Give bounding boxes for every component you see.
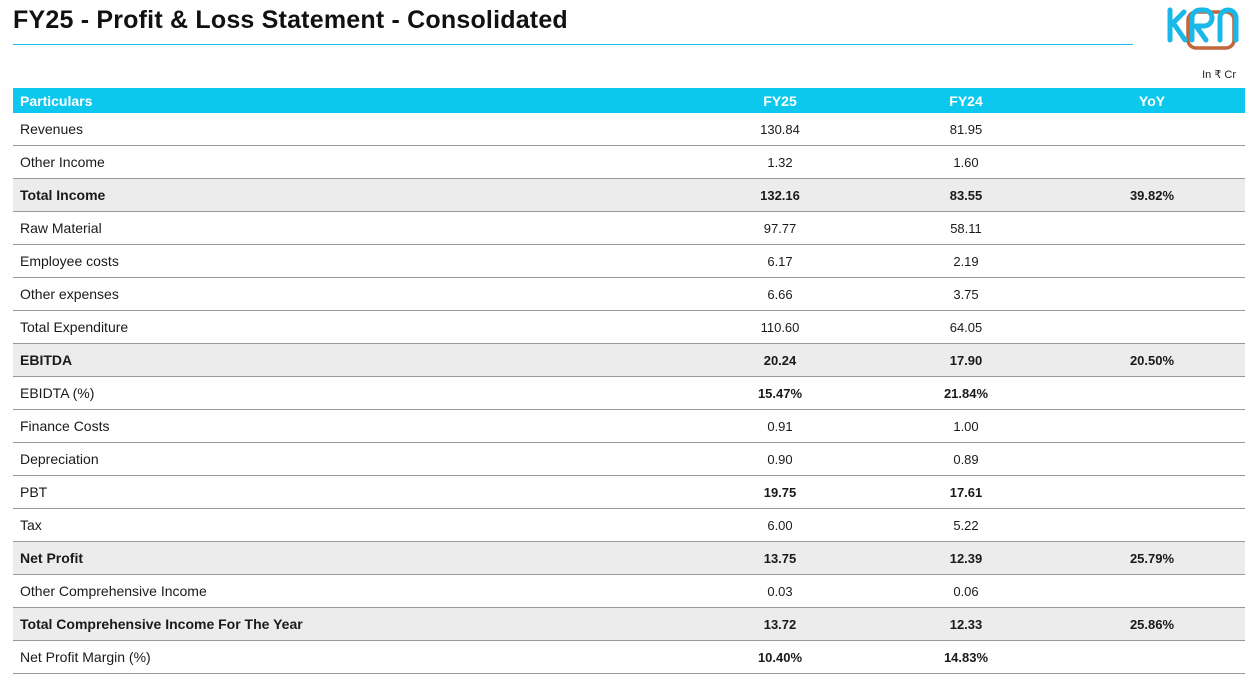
row-label: Total Comprehensive Income For The Year [13, 607, 687, 641]
table-row: EBIDTA (%) 15.47% 21.84% [13, 376, 1245, 410]
fy25-value: 19.75 [687, 475, 873, 509]
table-row: Total Expenditure 110.60 64.05 [13, 310, 1245, 344]
table-row-ebitda: EBITDA 20.24 17.90 20.50% [13, 343, 1245, 377]
fy25-value: 6.00 [687, 508, 873, 542]
fy24-value: 3.75 [873, 277, 1059, 311]
fy24-value: 5.22 [873, 508, 1059, 542]
fy24-value: 81.95 [873, 113, 1059, 146]
fy24-value: 12.33 [873, 607, 1059, 641]
row-label: Revenues [13, 113, 687, 146]
fy24-value: 12.39 [873, 541, 1059, 575]
row-label: Net Profit Margin (%) [13, 640, 687, 674]
table-row: Other Income 1.32 1.60 [13, 145, 1245, 179]
fy25-value: 0.03 [687, 574, 873, 608]
row-label: Total Income [13, 178, 687, 212]
fy25-value: 20.24 [687, 343, 873, 377]
yoy-value: 25.86% [1059, 607, 1245, 641]
fy24-value: 1.60 [873, 145, 1059, 179]
title-divider [13, 44, 1133, 45]
fy24-value: 58.11 [873, 211, 1059, 245]
fy24-value: 14.83% [873, 640, 1059, 674]
row-label: PBT [13, 475, 687, 509]
row-label: Depreciation [13, 442, 687, 476]
fy24-value: 83.55 [873, 178, 1059, 212]
row-label: Employee costs [13, 244, 687, 278]
column-header-yoy: YoY [1059, 88, 1245, 113]
fy25-value: 1.32 [687, 145, 873, 179]
page-title: FY25 - Profit & Loss Statement - Consoli… [13, 6, 568, 34]
fy25-value: 132.16 [687, 178, 873, 212]
yoy-value: 25.79% [1059, 541, 1245, 575]
fy25-value: 0.91 [687, 409, 873, 443]
column-header-fy25: FY25 [687, 88, 873, 113]
table-row: Depreciation 0.90 0.89 [13, 442, 1245, 476]
fy24-value: 2.19 [873, 244, 1059, 278]
fy24-value: 64.05 [873, 310, 1059, 344]
table-row: Raw Material 97.77 58.11 [13, 211, 1245, 245]
table-row: Finance Costs 0.91 1.00 [13, 409, 1245, 443]
profit-loss-table: Particulars FY25 FY24 YoY Revenues 130.8… [13, 88, 1245, 674]
row-label: Other expenses [13, 277, 687, 311]
table-row: Revenues 130.84 81.95 [13, 113, 1245, 146]
fy25-value: 110.60 [687, 310, 873, 344]
krn-logo [1167, 7, 1239, 50]
yoy-value [1059, 310, 1245, 344]
table-row-total-comprehensive-income: Total Comprehensive Income For The Year … [13, 607, 1245, 641]
fy24-value: 21.84% [873, 376, 1059, 410]
yoy-value [1059, 113, 1245, 146]
row-label: Other Comprehensive Income [13, 574, 687, 608]
yoy-value: 39.82% [1059, 178, 1245, 212]
column-header-fy24: FY24 [873, 88, 1059, 113]
row-label: Other Income [13, 145, 687, 179]
fy25-value: 0.90 [687, 442, 873, 476]
row-label: EBITDA [13, 343, 687, 377]
fy25-value: 15.47% [687, 376, 873, 410]
table-row: Tax 6.00 5.22 [13, 508, 1245, 542]
fy24-value: 17.90 [873, 343, 1059, 377]
fy25-value: 6.66 [687, 277, 873, 311]
yoy-value [1059, 574, 1245, 608]
fy24-value: 1.00 [873, 409, 1059, 443]
row-label: Net Profit [13, 541, 687, 575]
row-label: EBIDTA (%) [13, 376, 687, 410]
fy24-value: 17.61 [873, 475, 1059, 509]
table-row: PBT 19.75 17.61 [13, 475, 1245, 509]
table-header-row: Particulars FY25 FY24 YoY [13, 88, 1245, 113]
fy25-value: 130.84 [687, 113, 873, 146]
table-row-total-income: Total Income 132.16 83.55 39.82% [13, 178, 1245, 212]
table-row: Employee costs 6.17 2.19 [13, 244, 1245, 278]
yoy-value [1059, 640, 1245, 674]
table-row: Other Comprehensive Income 0.03 0.06 [13, 574, 1245, 608]
yoy-value [1059, 211, 1245, 245]
row-label: Raw Material [13, 211, 687, 245]
yoy-value [1059, 475, 1245, 509]
fy24-value: 0.89 [873, 442, 1059, 476]
yoy-value [1059, 376, 1245, 410]
table-row: Net Profit Margin (%) 10.40% 14.83% [13, 640, 1245, 674]
fy25-value: 13.75 [687, 541, 873, 575]
fy24-value: 0.06 [873, 574, 1059, 608]
row-label: Total Expenditure [13, 310, 687, 344]
fy25-value: 97.77 [687, 211, 873, 245]
row-label: Tax [13, 508, 687, 542]
units-note: In ₹ Cr [1202, 69, 1236, 81]
column-header-particulars: Particulars [13, 88, 687, 113]
table-row: Other expenses 6.66 3.75 [13, 277, 1245, 311]
yoy-value [1059, 145, 1245, 179]
yoy-value [1059, 244, 1245, 278]
yoy-value [1059, 508, 1245, 542]
yoy-value [1059, 409, 1245, 443]
fy25-value: 6.17 [687, 244, 873, 278]
yoy-value [1059, 442, 1245, 476]
yoy-value: 20.50% [1059, 343, 1245, 377]
table-row-net-profit: Net Profit 13.75 12.39 25.79% [13, 541, 1245, 575]
fy25-value: 13.72 [687, 607, 873, 641]
row-label: Finance Costs [13, 409, 687, 443]
fy25-value: 10.40% [687, 640, 873, 674]
yoy-value [1059, 277, 1245, 311]
